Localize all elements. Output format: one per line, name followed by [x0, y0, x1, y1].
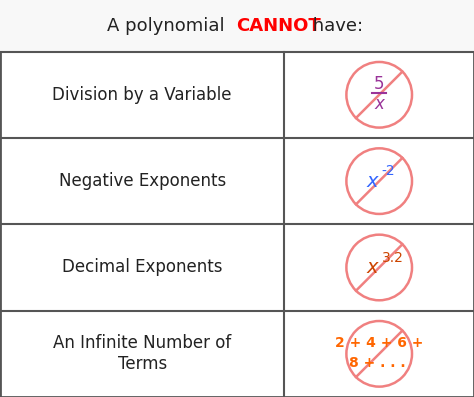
Text: x: x: [367, 258, 378, 277]
Text: A polynomial: A polynomial: [108, 17, 231, 35]
Text: 3.2: 3.2: [382, 251, 404, 265]
Text: An Infinite Number of
Terms: An Infinite Number of Terms: [53, 334, 231, 373]
Text: 5: 5: [374, 75, 384, 93]
Text: 8 + . . .: 8 + . . .: [349, 356, 406, 370]
Bar: [0, 0, 474, 52]
Text: CANNOT: CANNOT: [237, 17, 321, 35]
Text: Division by a Variable: Division by a Variable: [53, 86, 232, 104]
Text: 2 + 4 + 6 +: 2 + 4 + 6 +: [335, 336, 423, 350]
Text: have:: have:: [307, 17, 363, 35]
Text: Negative Exponents: Negative Exponents: [59, 172, 226, 190]
Text: Decimal Exponents: Decimal Exponents: [62, 258, 222, 276]
Text: -2: -2: [382, 164, 395, 178]
Text: x: x: [367, 172, 378, 191]
Text: x: x: [374, 95, 384, 113]
